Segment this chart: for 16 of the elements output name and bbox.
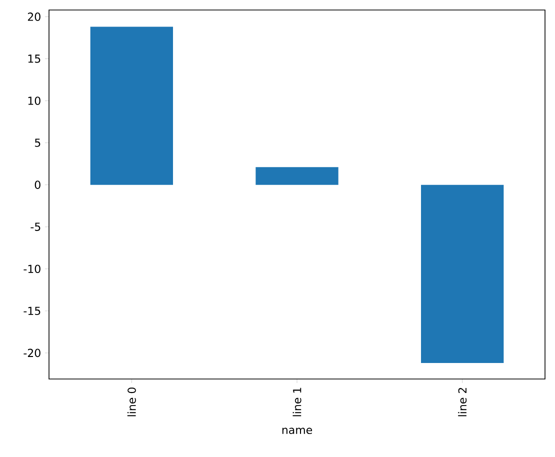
x-axis-title: name bbox=[282, 428, 312, 434]
bar bbox=[90, 26, 174, 185]
y-tick-label: 10 bbox=[28, 96, 40, 105]
x-tick-label: line 1 bbox=[292, 388, 302, 416]
x-tick-label: line 0 bbox=[127, 388, 136, 416]
y-tick-label: -5 bbox=[30, 222, 40, 231]
y-tick-label: -10 bbox=[24, 264, 40, 274]
y-tick-label: 20 bbox=[28, 12, 40, 21]
x-tick-label: line 2 bbox=[458, 388, 467, 416]
y-tick-label: -20 bbox=[24, 348, 40, 358]
y-tick-label: 15 bbox=[28, 54, 40, 63]
bar bbox=[421, 184, 504, 364]
bar bbox=[256, 167, 338, 185]
y-tick-label: 5 bbox=[34, 138, 40, 147]
y-tick-label: -15 bbox=[24, 306, 40, 315]
y-tick-label: 0 bbox=[34, 180, 40, 189]
